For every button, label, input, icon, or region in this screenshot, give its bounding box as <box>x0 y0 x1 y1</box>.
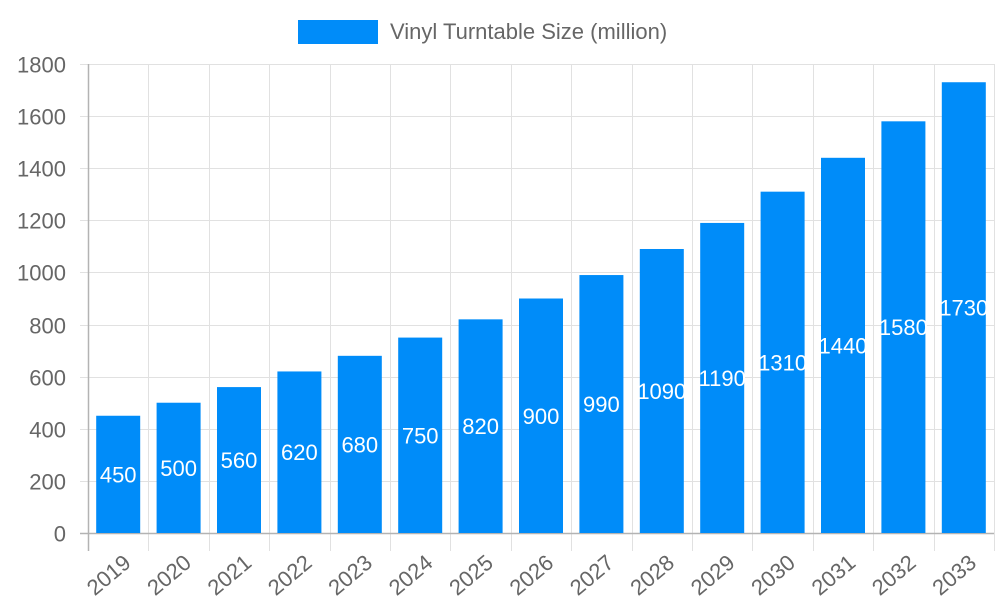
x-tick-label: 2028 <box>625 550 679 600</box>
legend-label: Vinyl Turntable Size (million) <box>390 19 668 44</box>
x-tick-label: 2024 <box>384 550 438 600</box>
x-tick-label: 2029 <box>686 550 740 600</box>
bar[interactable] <box>941 82 986 533</box>
bar-value-label: 1440 <box>819 333 868 358</box>
y-tick-label: 1000 <box>17 261 66 286</box>
bar[interactable] <box>639 248 684 533</box>
bar[interactable] <box>881 121 926 534</box>
x-tick-label: 2030 <box>746 550 800 600</box>
bar[interactable] <box>337 355 382 533</box>
y-tick-label: 1400 <box>17 157 66 182</box>
bar[interactable] <box>760 191 805 533</box>
bar[interactable] <box>700 222 745 533</box>
x-axis: 2019 2020 2021 2022 2023 2024 2025 2026 2027 2028… <box>80 532 994 600</box>
x-tick-label: 2033 <box>927 550 981 600</box>
bar[interactable] <box>579 275 624 533</box>
bar-value-label: 620 <box>281 440 318 465</box>
y-tick-label: 1600 <box>17 105 66 130</box>
bar[interactable] <box>277 371 322 533</box>
y-tick-label: 400 <box>29 418 66 443</box>
bar[interactable] <box>156 402 201 533</box>
y-tick-label: 800 <box>29 314 66 339</box>
bar-value-label: 1580 <box>879 315 928 340</box>
x-tick-label: 2022 <box>263 550 317 600</box>
y-tick-label: 0 <box>54 522 66 547</box>
bar[interactable] <box>519 298 563 534</box>
legend[interactable]: Vinyl Turntable Size (million) <box>298 19 667 45</box>
bar-value-label: 900 <box>523 404 560 429</box>
bar-value-label: 820 <box>462 414 499 439</box>
x-tick-label: 2031 <box>807 550 861 600</box>
x-tick-label: 2020 <box>142 550 196 600</box>
bar[interactable] <box>96 415 141 533</box>
bar-value-label: 990 <box>583 392 620 417</box>
legend-swatch <box>298 20 378 44</box>
bar[interactable] <box>458 319 503 533</box>
bar-value-label: 1190 <box>699 366 746 391</box>
y-axis: 0 200 400 600 800 1000 1200 1400 1600 1800 <box>17 53 90 551</box>
bar[interactable] <box>398 337 443 533</box>
y-tick-label: 600 <box>29 366 66 391</box>
x-tick-label: 2019 <box>82 550 136 600</box>
bar-value-label: 560 <box>221 448 258 473</box>
bar[interactable] <box>821 157 865 534</box>
x-tick-label: 2023 <box>323 550 377 600</box>
bar-value-label: 1730 <box>939 296 988 321</box>
bar-value-label: 500 <box>160 456 197 481</box>
bar-value-label: 1090 <box>637 379 686 404</box>
x-tick-label: 2027 <box>565 550 619 600</box>
x-tick-label: 2032 <box>867 550 921 600</box>
bar-value-label: 1310 <box>758 350 807 375</box>
bar-value-label: 680 <box>341 432 378 457</box>
x-tick-label: 2025 <box>444 550 498 600</box>
bar[interactable] <box>217 387 261 533</box>
bar-value-label: 750 <box>402 423 439 448</box>
y-tick-label: 200 <box>29 470 66 495</box>
bar-value-label: 450 <box>100 462 137 487</box>
x-tick-label: 2021 <box>203 550 257 600</box>
x-tick-label: 2026 <box>505 550 559 600</box>
y-tick-label: 1800 <box>17 53 66 78</box>
bars: 450 500 560 620 680 750 820 900 990 1090 1190 1310 1… <box>96 82 988 534</box>
y-tick-label: 1200 <box>17 209 66 234</box>
